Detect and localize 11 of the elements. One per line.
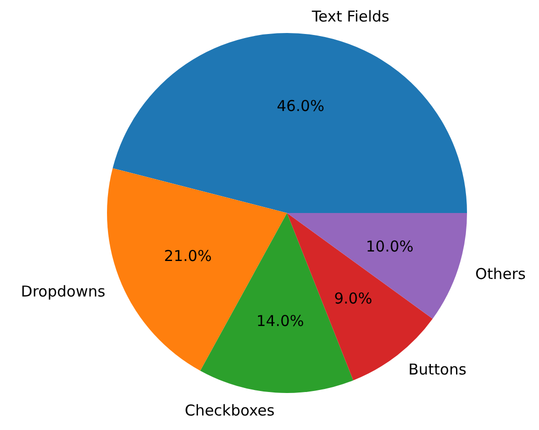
slice-label: Text Fields [310,8,390,26]
data-label: 10.0% [366,237,414,256]
data-label: 9.0% [334,289,372,308]
slice-label: Dropdowns [20,282,106,301]
data-label: 46.0% [276,96,324,115]
slice-label: Others [475,265,526,284]
data-label: 21.0% [164,246,212,265]
slice-label: Buttons [408,360,467,378]
slice-label: Checkboxes [184,402,275,420]
data-label: 14.0% [256,312,304,330]
pie-slice [112,33,467,213]
